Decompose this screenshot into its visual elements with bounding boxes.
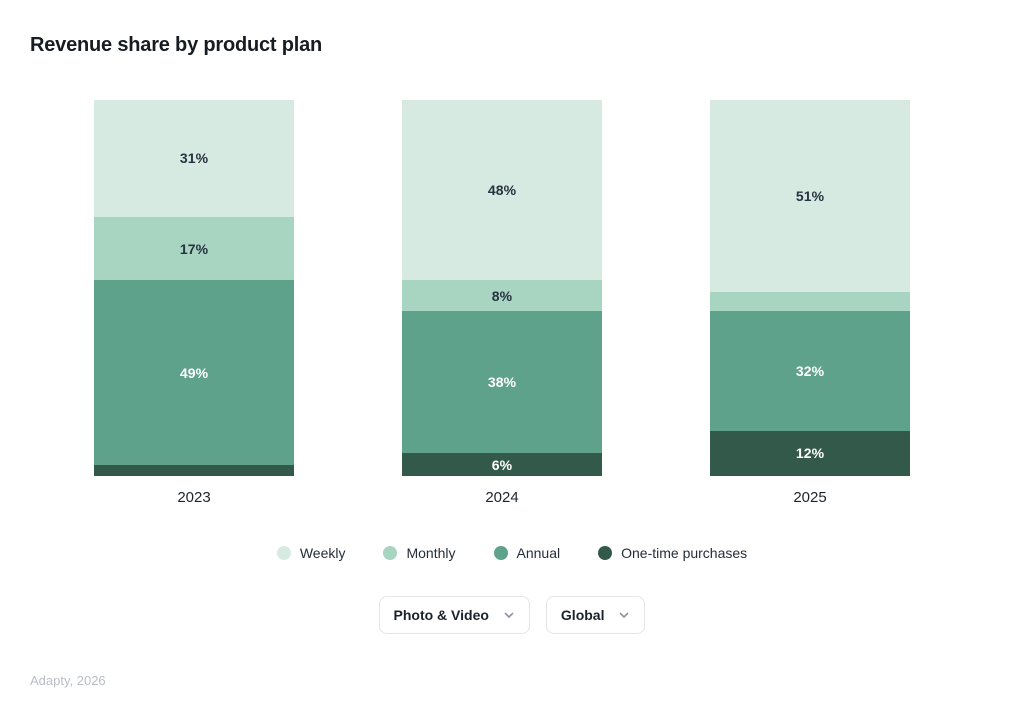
region-dropdown-value: Global <box>560 607 605 623</box>
bar-segment-one-time-purchases <box>94 464 294 476</box>
segment-value-label: 12% <box>795 445 825 462</box>
legend-dot-icon <box>598 546 613 560</box>
bar-segment-weekly: 48% <box>402 100 602 281</box>
stacked-bar-2024: 48% 8% 38% 6% <box>402 100 602 476</box>
segment-value-label: 6% <box>491 456 513 473</box>
bar-segment-weekly: 31% <box>94 100 294 217</box>
x-axis-label-2025: 2025 <box>793 489 827 506</box>
segment-value-label: 49% <box>179 364 209 381</box>
legend-dot-icon <box>276 546 291 560</box>
bar-segment-monthly <box>710 291 910 311</box>
bar-group-2024: 48% 8% 38% 6% 2024 <box>402 100 602 506</box>
segment-value-label: 48% <box>487 182 517 199</box>
stacked-bar-2023: 31% 17% 49% <box>94 100 294 476</box>
legend-label: Weekly <box>299 545 346 561</box>
bar-segment-annual: 49% <box>94 280 294 465</box>
stacked-bar-2025: 51% 32% 12% <box>710 100 910 476</box>
legend-label: One-time purchases <box>621 545 748 561</box>
category-dropdown[interactable]: Photo & Video <box>378 596 530 634</box>
legend-label: Monthly <box>406 545 456 561</box>
segment-value-label: 32% <box>795 362 825 379</box>
legend-item-weekly: Weekly <box>276 545 346 561</box>
stacked-bar-chart: 31% 17% 49% 2023 48% 8% 38% 6% 2024 51% 32% 12% 2025 <box>94 100 910 506</box>
legend-item-annual: Annual <box>493 545 561 561</box>
bar-segment-one-time-purchases: 6% <box>402 453 602 476</box>
filter-bar: Photo & Video Global <box>30 596 994 634</box>
bar-segment-one-time-purchases: 12% <box>710 430 910 476</box>
legend-dot-icon <box>493 546 508 560</box>
bar-group-2025: 51% 32% 12% 2025 <box>710 100 910 506</box>
source-caption: Adapty, 2026 <box>30 673 106 688</box>
chart-legend: Weekly Monthly Annual One-time purchases <box>30 545 994 561</box>
x-axis-label-2023: 2023 <box>177 489 211 506</box>
x-axis-label-2024: 2024 <box>485 489 519 506</box>
legend-item-monthly: Monthly <box>383 545 456 561</box>
page-title: Revenue share by product plan <box>30 34 323 56</box>
segment-value-label: 8% <box>491 287 513 304</box>
region-dropdown[interactable]: Global <box>545 596 646 634</box>
segment-value-label: 51% <box>795 187 825 204</box>
chevron-down-icon <box>618 609 630 621</box>
segment-value-label: 31% <box>179 150 209 167</box>
segment-value-label: 17% <box>179 240 209 257</box>
bar-segment-weekly: 51% <box>710 100 910 292</box>
bar-segment-monthly: 8% <box>402 280 602 311</box>
legend-dot-icon <box>383 546 398 560</box>
bar-group-2023: 31% 17% 49% 2023 <box>94 100 294 506</box>
bar-segment-annual: 32% <box>710 310 910 431</box>
legend-item-one-time-purchases: One-time purchases <box>598 545 747 561</box>
category-dropdown-value: Photo & Video <box>393 607 489 623</box>
bar-segment-annual: 38% <box>402 310 602 454</box>
chevron-down-icon <box>503 609 515 621</box>
bar-segment-monthly: 17% <box>94 216 294 281</box>
legend-label: Annual <box>516 545 561 561</box>
segment-value-label: 38% <box>487 373 517 390</box>
